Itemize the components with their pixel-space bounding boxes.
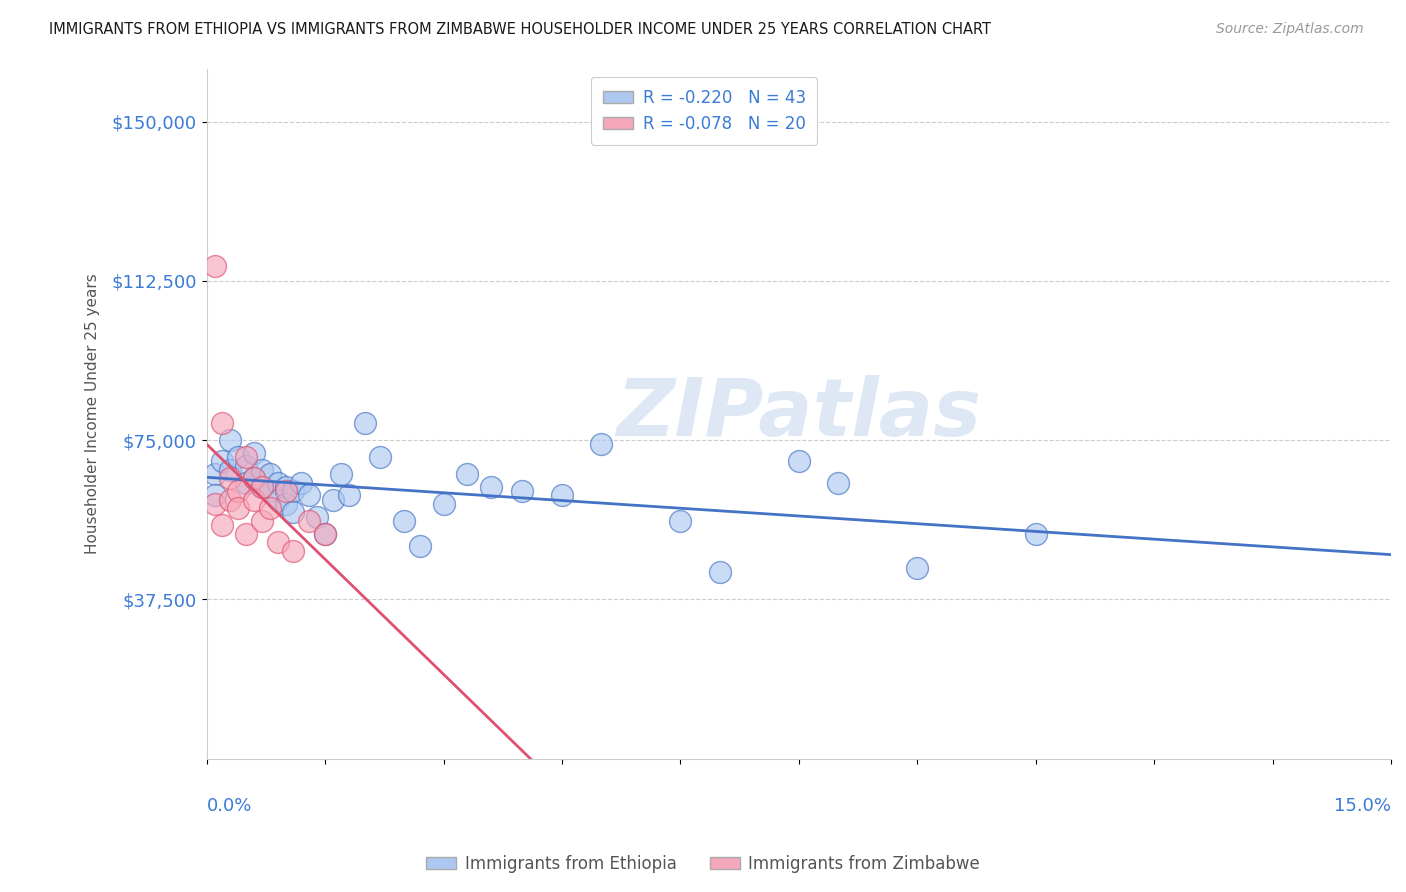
Point: [512, 484, 534, 499]
Point: [314, 526, 336, 541]
Point: [456, 467, 478, 482]
Point: [283, 505, 305, 519]
Point: [307, 509, 329, 524]
Point: [370, 450, 392, 465]
Text: IMMIGRANTS FROM ETHIOPIA VS IMMIGRANTS FROM ZIMBABWE HOUSEHOLDER INCOME UNDER 25: IMMIGRANTS FROM ETHIOPIA VS IMMIGRANTS F…: [49, 22, 991, 37]
Point: [219, 492, 242, 507]
Point: [432, 497, 454, 511]
Text: Source: ZipAtlas.com: Source: ZipAtlas.com: [1216, 22, 1364, 37]
Point: [322, 492, 344, 507]
Point: [787, 454, 810, 468]
Legend: R = -0.220   N = 43, R = -0.078   N = 20: R = -0.220 N = 43, R = -0.078 N = 20: [591, 77, 817, 145]
Text: 15.0%: 15.0%: [1334, 797, 1391, 814]
Point: [1025, 526, 1047, 541]
Point: [211, 518, 233, 533]
Point: [290, 475, 312, 490]
Point: [669, 514, 692, 528]
Point: [226, 501, 249, 516]
Legend: Immigrants from Ethiopia, Immigrants from Zimbabwe: Immigrants from Ethiopia, Immigrants fro…: [419, 848, 987, 880]
Point: [591, 437, 613, 451]
Point: [274, 484, 297, 499]
Point: [283, 484, 305, 499]
Point: [274, 497, 297, 511]
Point: [250, 463, 273, 477]
Point: [274, 480, 297, 494]
Point: [243, 471, 266, 485]
Point: [250, 514, 273, 528]
Point: [329, 467, 352, 482]
Point: [905, 560, 928, 574]
Point: [235, 458, 257, 473]
Point: [235, 526, 257, 541]
Point: [259, 501, 281, 516]
Point: [267, 492, 290, 507]
Point: [243, 492, 266, 507]
Point: [479, 480, 502, 494]
Y-axis label: Householder Income Under 25 years: Householder Income Under 25 years: [86, 273, 100, 554]
Point: [204, 467, 226, 482]
Point: [827, 475, 849, 490]
Point: [211, 416, 233, 430]
Text: 0.0%: 0.0%: [207, 797, 252, 814]
Point: [211, 454, 233, 468]
Point: [551, 488, 574, 502]
Point: [353, 416, 375, 430]
Point: [226, 484, 249, 499]
Point: [392, 514, 415, 528]
Text: ZIPatlas: ZIPatlas: [616, 375, 981, 452]
Point: [250, 480, 273, 494]
Point: [219, 471, 242, 485]
Point: [283, 543, 305, 558]
Point: [337, 488, 360, 502]
Point: [298, 514, 321, 528]
Point: [314, 526, 336, 541]
Point: [243, 471, 266, 485]
Point: [298, 488, 321, 502]
Point: [259, 467, 281, 482]
Point: [259, 484, 281, 499]
Point: [709, 565, 731, 579]
Point: [267, 535, 290, 549]
Point: [219, 463, 242, 477]
Point: [204, 497, 226, 511]
Point: [243, 446, 266, 460]
Point: [409, 540, 432, 554]
Point: [235, 475, 257, 490]
Point: [204, 488, 226, 502]
Point: [226, 450, 249, 465]
Point: [219, 433, 242, 447]
Point: [250, 480, 273, 494]
Point: [204, 259, 226, 273]
Point: [267, 475, 290, 490]
Point: [235, 450, 257, 465]
